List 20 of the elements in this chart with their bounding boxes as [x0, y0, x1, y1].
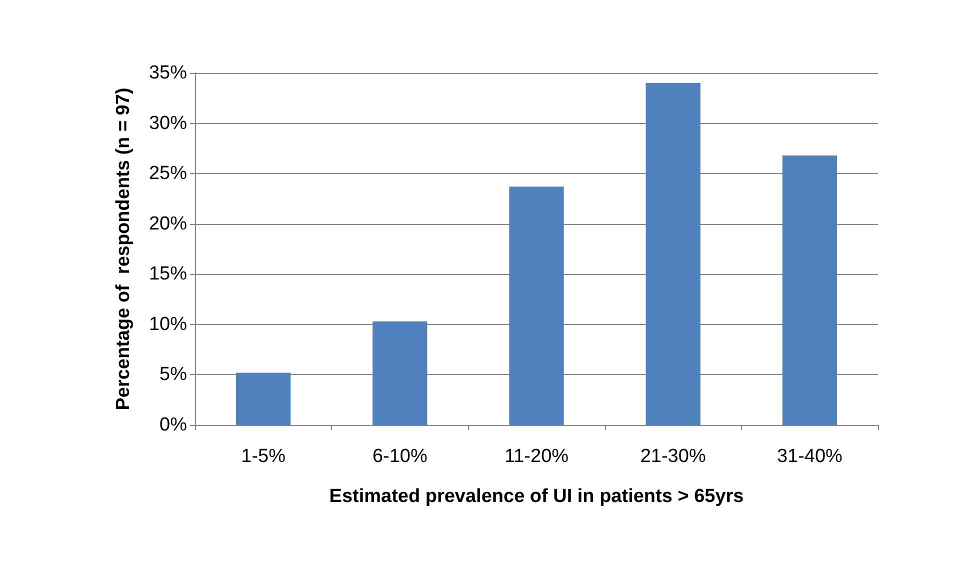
y-tick-label: 15% [148, 264, 188, 285]
bar [372, 321, 428, 425]
x-tick-label: 6-10% [372, 446, 428, 467]
y-tick-label: 35% [148, 62, 188, 84]
bar [782, 155, 838, 425]
bar [236, 372, 291, 425]
y-tick-label: 5% [160, 364, 188, 386]
bar [646, 83, 700, 425]
x-tick-label: 21-30% [640, 446, 706, 467]
y-tick-label: 10% [148, 314, 188, 335]
x-tick-label: 31-40% [776, 446, 843, 467]
y-tick-label: 25% [148, 163, 188, 184]
y-tick-label: 0% [160, 414, 188, 436]
bar [509, 186, 564, 425]
y-tick-label: 30% [148, 112, 188, 134]
x-tick-label: 11-20% [504, 446, 569, 467]
x-tick-label: 1-5% [241, 446, 286, 467]
y-tick-label: 20% [148, 213, 188, 234]
y-axis-title: Percentage of respondents (n = 97) [113, 88, 134, 410]
x-axis-title: Estimated prevalence of UI in patients > 65yrs [329, 486, 744, 507]
